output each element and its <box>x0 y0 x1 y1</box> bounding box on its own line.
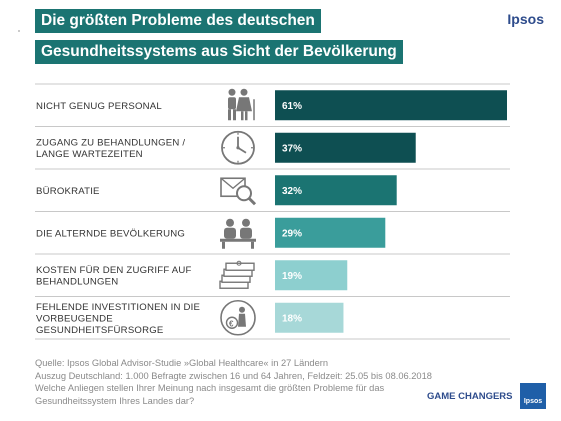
data-label: 61% <box>282 101 302 112</box>
category-label: NICHT GENUG PERSONAL <box>36 101 162 112</box>
ipsos-badge-logo: Ipsos <box>520 383 546 409</box>
bar <box>275 175 397 206</box>
category-label: BEHANDLUNGEN <box>36 277 118 288</box>
title-line-2: Gesundheitssystems aus Sicht der Bevölke… <box>35 40 403 64</box>
category-label: FEHLENDE INVESTITIONEN IN DIE <box>36 302 200 313</box>
tagline: GAME CHANGERS <box>427 391 513 402</box>
category-label: KOSTEN FÜR DEN ZUGRIFF AUF <box>36 265 192 276</box>
brand-logo: Ipsos <box>507 11 544 27</box>
category-label: BÜROKRATIE <box>36 186 100 197</box>
data-label: 18% <box>282 313 302 324</box>
money-stack-icon <box>219 260 255 289</box>
data-label: 19% <box>282 271 302 282</box>
elderly-couple-icon <box>228 88 255 121</box>
question-note: Welche Anliegen stellen Ihrer Meinung na… <box>35 383 385 406</box>
category-label: LANGE WARTEZEITEN <box>36 149 143 160</box>
clock-icon <box>221 130 255 165</box>
category-label: ZUGANG ZU BEHANDLUNGEN / <box>36 138 185 149</box>
people-seated-icon <box>220 218 256 249</box>
category-label: VORBEUGENDE <box>36 313 113 324</box>
bar <box>275 302 344 333</box>
data-label: 29% <box>282 228 302 239</box>
bar <box>275 217 386 248</box>
bar <box>275 132 416 163</box>
euro-person-icon: € <box>220 299 256 336</box>
data-label: 37% <box>282 143 302 154</box>
sample-note: Auszug Deutschland: 1.000 Befragte zwisc… <box>35 371 432 381</box>
bar <box>275 260 348 291</box>
document-search-icon <box>220 177 257 206</box>
category-label: DIE ALTERNDE BEVÖLKERUNG <box>36 228 185 239</box>
title-line-1: Die größten Probleme des deutschen <box>35 9 321 33</box>
data-label: 32% <box>282 186 302 197</box>
category-label: GESUNDHEITSFÜRSORGE <box>36 325 163 336</box>
source-note: Quelle: Ipsos Global Advisor-Studie »Glo… <box>35 358 329 368</box>
decorative-dot <box>18 30 20 32</box>
svg-text:€: € <box>229 319 234 328</box>
bar <box>275 90 507 121</box>
